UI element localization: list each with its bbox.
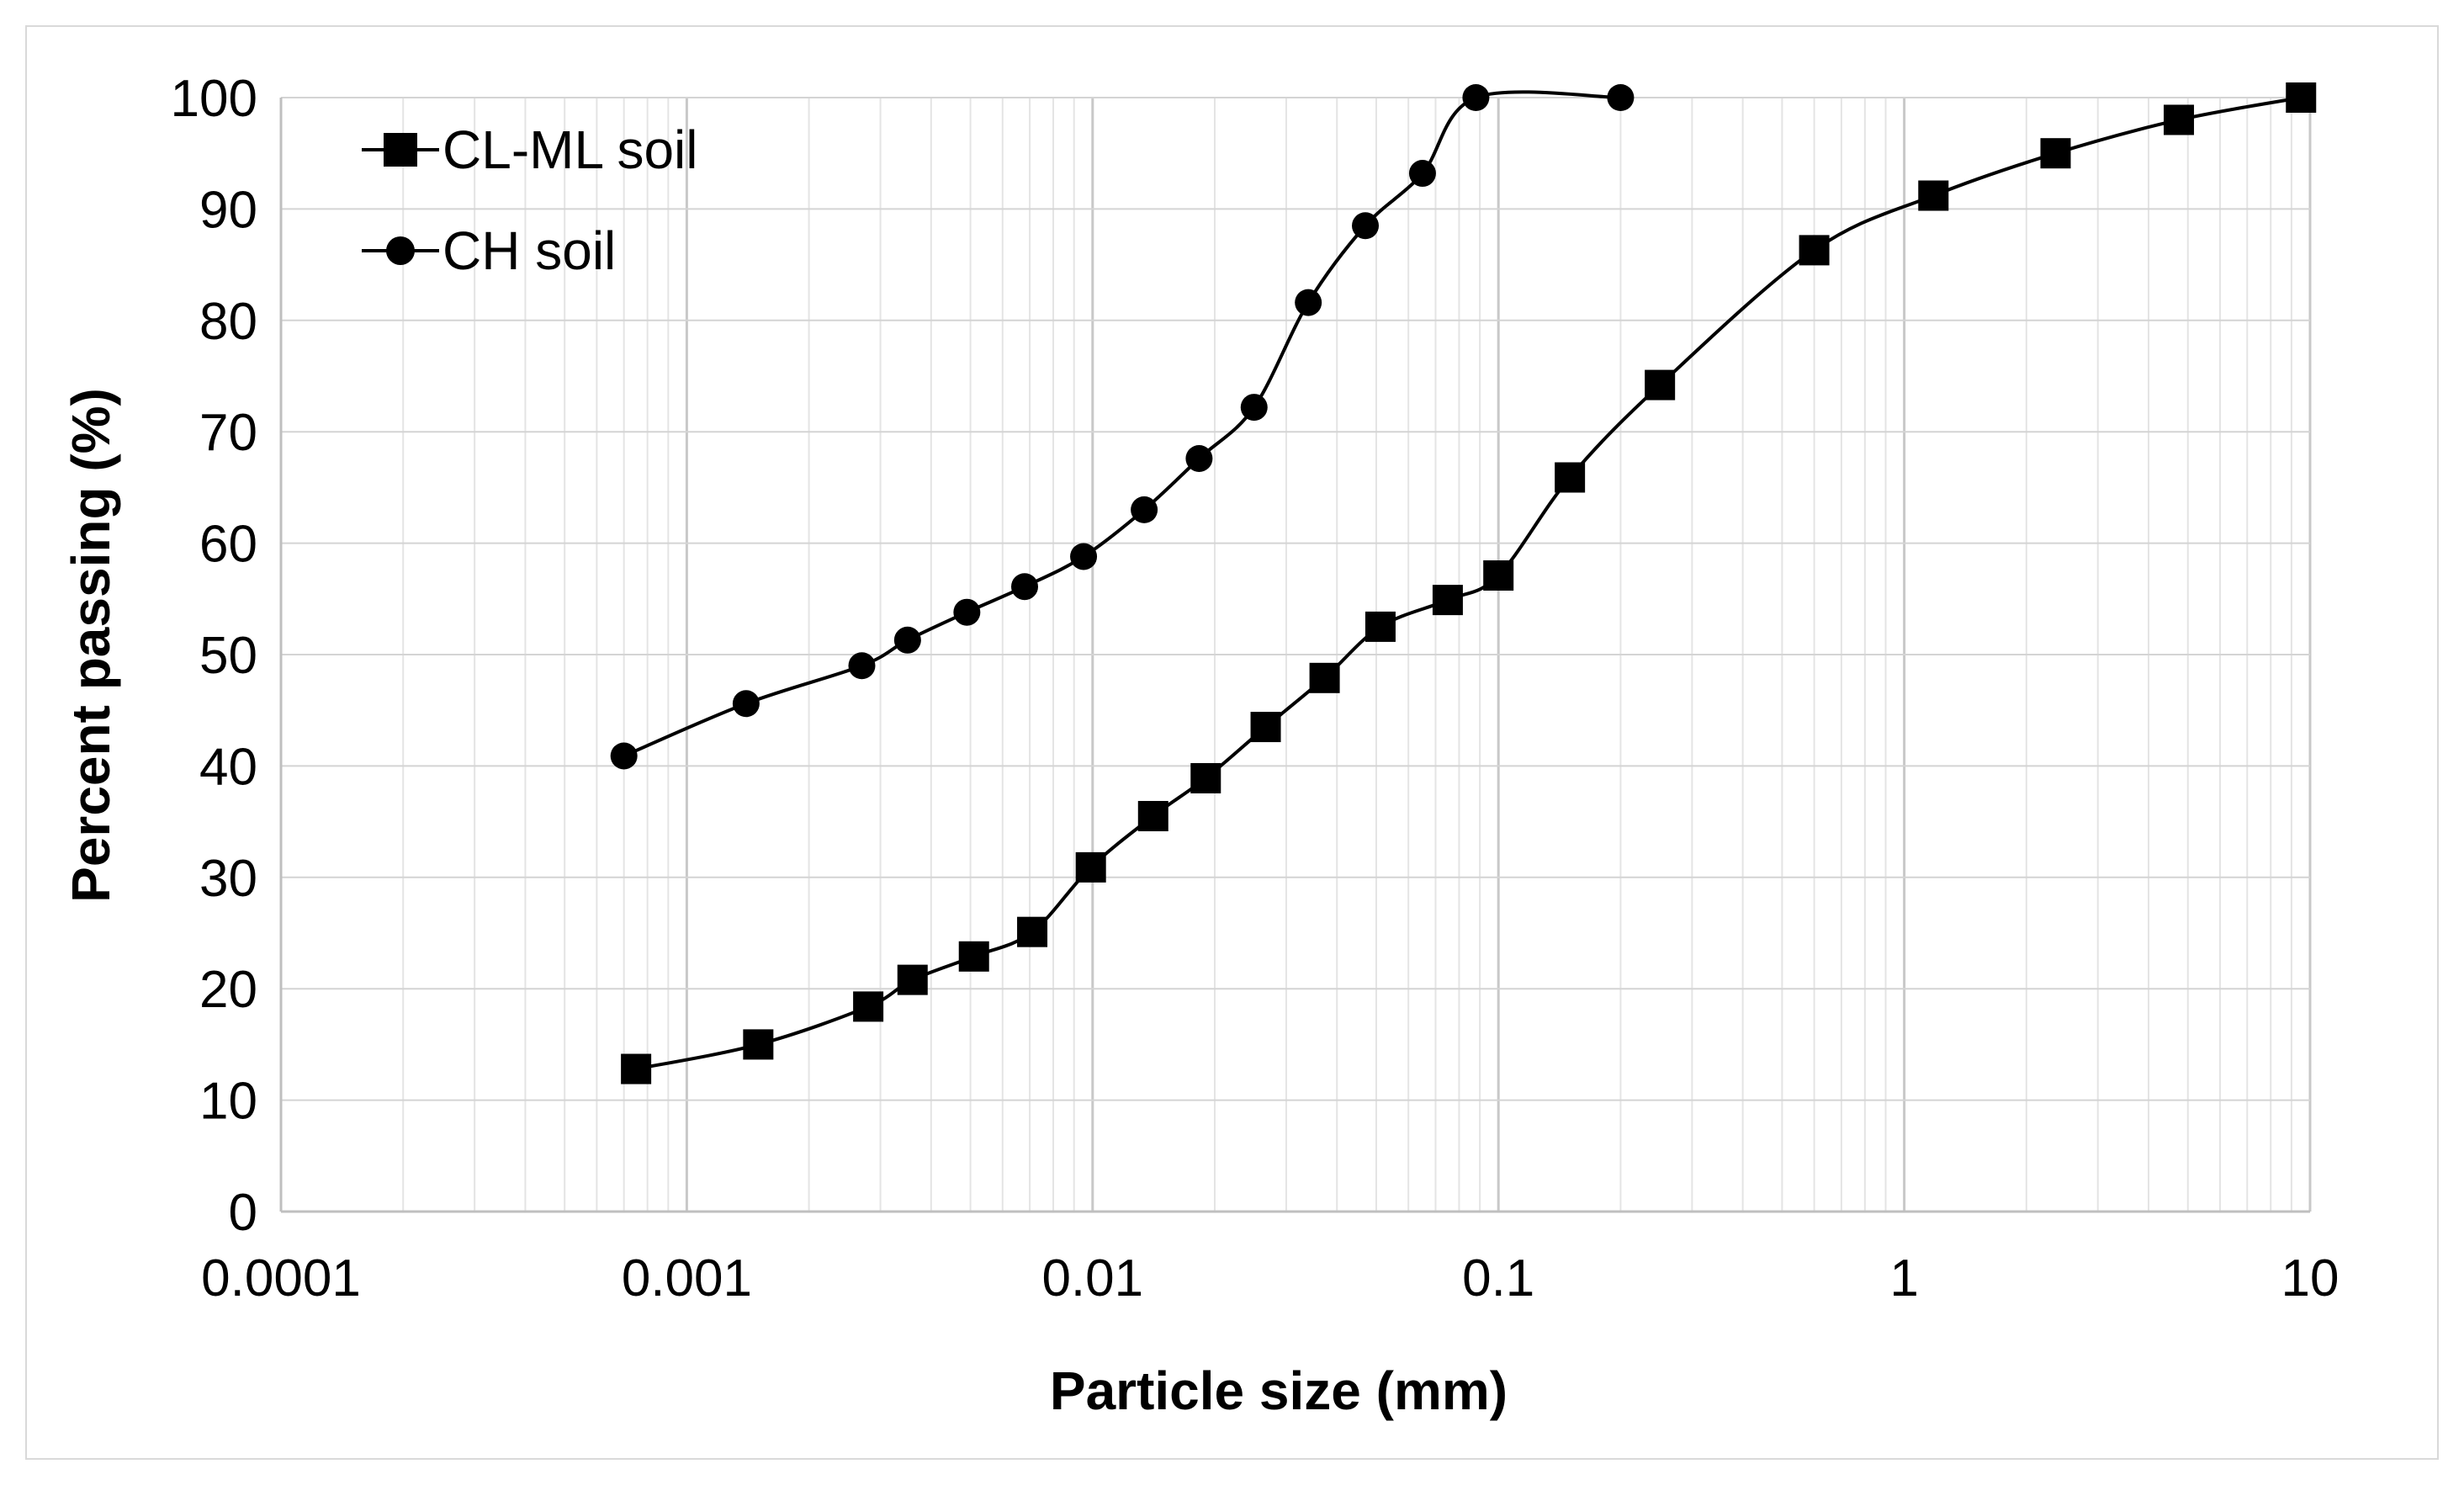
data-point-square — [2164, 104, 2195, 135]
data-point-square — [1309, 662, 1340, 693]
legend-square-marker-icon — [384, 133, 417, 167]
data-point-square — [958, 941, 989, 972]
data-point-circle — [610, 742, 638, 770]
data-point-square — [1190, 762, 1221, 793]
data-point-square — [1799, 235, 1830, 266]
data-point-square — [1555, 462, 1586, 493]
y-axis-title: Percent passing (%) — [61, 388, 121, 903]
data-point-square — [1017, 916, 1048, 947]
data-point-circle — [1011, 573, 1039, 601]
data-point-circle — [1185, 444, 1213, 472]
y-tick-label: 20 — [199, 961, 257, 1019]
data-point-square — [743, 1029, 774, 1060]
data-point-circle — [953, 598, 981, 626]
chart-frame: 0 10 20 30 40 50 60 70 80 90 100 0.0001 0.001 0.01 0.1… — [25, 25, 2439, 1460]
y-tick-label: 70 — [199, 404, 257, 462]
y-tick-label: 30 — [199, 850, 257, 908]
y-tick-label: 50 — [199, 627, 257, 685]
data-point-circle — [1607, 84, 1635, 111]
x-tick-label: 1 — [1889, 1249, 1918, 1307]
series-line-0 — [635, 96, 2302, 1071]
data-point-circle — [1295, 289, 1322, 316]
data-point-square — [2040, 138, 2071, 169]
data-point-circle — [1408, 160, 1436, 188]
axes — [279, 98, 2310, 1213]
x-tick-label: 10 — [2281, 1249, 2339, 1307]
data-point-square — [1075, 851, 1106, 883]
data-point-square — [853, 991, 884, 1022]
data-series — [610, 82, 2317, 1085]
y-tick-label: 40 — [199, 738, 257, 796]
data-point-circle — [1352, 212, 1380, 240]
data-point-circle — [1070, 543, 1098, 570]
legend-label-ch: CH soil — [442, 220, 616, 281]
legend-circle-marker-icon — [386, 236, 415, 265]
data-point-square — [1250, 712, 1281, 743]
series-line-1 — [623, 90, 1621, 758]
data-point-square — [1645, 369, 1676, 400]
data-point-circle — [893, 626, 921, 654]
y-tick-label: 100 — [171, 70, 257, 128]
tick-labels: 0 10 20 30 40 50 60 70 80 90 100 0.0001 0.001 0.01 0.1… — [171, 70, 2339, 1307]
x-tick-label: 0.001 — [622, 1249, 752, 1307]
data-point-circle — [1240, 394, 1268, 422]
y-tick-label: 90 — [199, 181, 257, 239]
data-point-circle — [848, 652, 876, 680]
x-tick-label: 0.0001 — [201, 1249, 361, 1307]
x-tick-label: 0.1 — [1462, 1249, 1534, 1307]
data-point-square — [2286, 82, 2317, 113]
data-point-square — [897, 964, 928, 995]
y-tick-label: 60 — [199, 516, 257, 574]
y-tick-label: 80 — [199, 293, 257, 351]
data-point-square — [1364, 611, 1396, 642]
data-point-circle — [1131, 496, 1158, 523]
x-axis-title: Particle size (mm) — [1050, 1360, 1508, 1421]
data-point-square — [1432, 585, 1463, 616]
data-point-circle — [1462, 84, 1490, 111]
data-point-square — [1483, 560, 1514, 591]
particle-size-chart: 0 10 20 30 40 50 60 70 80 90 100 0.0001 0.001 0.01 0.1… — [61, 70, 2339, 1421]
data-point-square — [621, 1053, 652, 1085]
y-tick-label: 0 — [229, 1184, 257, 1242]
legend-label-cl-ml: CL-ML soil — [442, 119, 697, 180]
y-tick-label: 10 — [199, 1073, 257, 1131]
data-point-square — [1918, 180, 1949, 211]
legend: CL-ML soil CH soil — [362, 119, 697, 281]
x-tick-label: 0.01 — [1041, 1249, 1143, 1307]
data-point-square — [1137, 800, 1168, 831]
data-point-circle — [732, 690, 760, 718]
